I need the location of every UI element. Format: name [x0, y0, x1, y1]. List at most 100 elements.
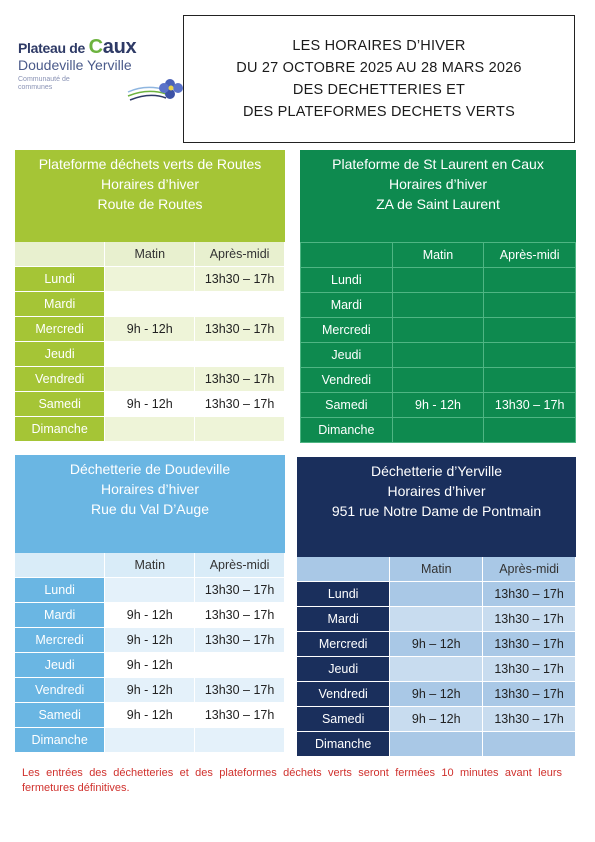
table-row: Jeudi: [300, 342, 576, 368]
morning-hours: 9h – 12h: [389, 631, 484, 657]
day-label: Dimanche: [15, 416, 106, 442]
table-row: Vendredi 9h - 12h 13h30 – 17h: [15, 677, 285, 703]
morning-hours: [104, 416, 196, 442]
morning-hours: [104, 577, 196, 603]
organization-logo: Plateau de Caux Doudeville Yerville Comm…: [18, 36, 183, 110]
table-row: Dimanche: [300, 417, 576, 443]
table-row: Jeudi: [15, 341, 285, 367]
day-label: Lundi: [15, 577, 106, 603]
table-row: Samedi 9h - 12h 13h30 – 17h: [15, 391, 285, 417]
table-row: Lundi 13h30 – 17h: [15, 577, 285, 603]
afternoon-hours: 13h30 – 17h: [482, 656, 576, 682]
day-label: Jeudi: [297, 656, 391, 682]
block-subtitle: Horaires d’hiver: [388, 176, 488, 192]
day-label: Mercredi: [15, 316, 106, 342]
logo-text-prefix: Plateau de: [18, 40, 86, 56]
block-address: Rue du Val D’Auge: [90, 501, 210, 517]
header-empty: [15, 242, 106, 267]
header-afternoon: Après-midi: [482, 557, 576, 582]
morning-hours: 9h - 12h: [104, 677, 196, 703]
day-label: Vendredi: [297, 681, 391, 707]
morning-hours: [391, 292, 485, 318]
block-header: Plateforme de St Laurent en Caux Horaire…: [300, 150, 576, 242]
block-name: Déchetterie de Doudeville: [69, 461, 231, 477]
afternoon-hours: 13h30 – 17h: [194, 577, 285, 603]
header-afternoon: Après-midi: [194, 242, 285, 267]
table-row: Jeudi 13h30 – 17h: [297, 656, 576, 682]
title-line-4: DES PLATEFORMES DECHETS VERTS: [243, 104, 515, 120]
block-name: Plateforme de St Laurent en Caux: [332, 156, 544, 172]
header-empty: [15, 553, 106, 578]
day-label: Vendredi: [300, 367, 393, 393]
afternoon-hours: 13h30 – 17h: [194, 702, 285, 728]
day-label: Mercredi: [15, 627, 106, 653]
morning-hours: [389, 581, 484, 607]
day-label: Samedi: [297, 706, 391, 732]
table-row: Mardi: [15, 291, 285, 317]
block-subtitle: Horaires d’hiver: [100, 176, 200, 192]
morning-hours: 9h - 12h: [104, 702, 196, 728]
table-row: Mardi 13h30 – 17h: [297, 606, 576, 632]
afternoon-hours: [194, 652, 285, 678]
afternoon-hours: [483, 417, 576, 443]
morning-hours: 9h - 12h: [104, 627, 196, 653]
table-header-row: Matin Après-midi: [15, 553, 285, 578]
afternoon-hours: [194, 291, 285, 317]
day-label: Mardi: [15, 602, 106, 628]
table-header-row: Matin Après-midi: [300, 242, 576, 268]
afternoon-hours: [483, 317, 576, 343]
afternoon-hours: [483, 342, 576, 368]
afternoon-hours: 13h30 – 17h: [194, 266, 285, 292]
logo-brand-rest: aux: [102, 36, 137, 58]
afternoon-hours: 13h30 – 17h: [482, 631, 576, 657]
table-row: Vendredi 9h – 12h 13h30 – 17h: [297, 681, 576, 707]
table-row: Mardi: [300, 292, 576, 318]
afternoon-hours: 13h30 – 17h: [483, 392, 576, 418]
table-row: Samedi 9h - 12h 13h30 – 17h: [15, 702, 285, 728]
morning-hours: [389, 606, 484, 632]
day-label: Jeudi: [15, 341, 106, 367]
day-label: Dimanche: [297, 731, 391, 757]
title-line-2: DU 27 OCTOBRE 2025 AU 28 MARS 2026: [236, 60, 522, 76]
table-row: Vendredi 13h30 – 17h: [15, 366, 285, 392]
morning-hours: [104, 341, 196, 367]
table-row: Lundi 13h30 – 17h: [15, 266, 285, 292]
day-label: Mercredi: [297, 631, 391, 657]
day-label: Samedi: [15, 391, 106, 417]
morning-hours: [391, 342, 485, 368]
table-row: Mercredi 9h - 12h 13h30 – 17h: [15, 316, 285, 342]
block-routes: Plateforme déchets verts de Routes Horai…: [15, 150, 285, 442]
day-label: Mardi: [297, 606, 391, 632]
afternoon-hours: 13h30 – 17h: [194, 602, 285, 628]
flower-icon: [127, 79, 183, 101]
block-address: Route de Routes: [97, 196, 203, 212]
morning-hours: 9h - 12h: [391, 392, 485, 418]
block-name: Déchetterie d’Yerville: [371, 463, 502, 479]
table-row: Mercredi 9h – 12h 13h30 – 17h: [297, 631, 576, 657]
morning-hours: 9h – 12h: [389, 706, 484, 732]
day-label: Mardi: [300, 292, 393, 318]
morning-hours: [104, 266, 196, 292]
afternoon-hours: 13h30 – 17h: [194, 627, 285, 653]
table-row: Samedi 9h – 12h 13h30 – 17h: [297, 706, 576, 732]
day-label: Samedi: [15, 702, 106, 728]
title-line-3: DES DECHETTERIES ET: [292, 82, 466, 98]
block-yerville: Déchetterie d’Yerville Horaires d’hiver …: [297, 457, 576, 757]
table-row: Jeudi 9h - 12h: [15, 652, 285, 678]
block-name: Plateforme déchets verts de Routes: [38, 156, 262, 172]
afternoon-hours: [483, 267, 576, 293]
afternoon-hours: [194, 416, 285, 442]
block-address: 951 rue Notre Dame de Pontmain: [331, 503, 542, 519]
afternoon-hours: [194, 727, 285, 753]
morning-hours: [104, 366, 196, 392]
afternoon-hours: 13h30 – 17h: [194, 391, 285, 417]
afternoon-hours: 13h30 – 17h: [194, 316, 285, 342]
day-label: Dimanche: [300, 417, 393, 443]
block-address: ZA de Saint Laurent: [376, 196, 500, 212]
schedule-table: Matin Après-midi Lundi 13h30 – 17h Mardi Merc…: [15, 242, 285, 442]
table-row: Samedi 9h - 12h 13h30 – 17h: [300, 392, 576, 418]
day-label: Vendredi: [15, 677, 106, 703]
header-morning: Matin: [391, 242, 485, 268]
table-row: Dimanche: [15, 727, 285, 753]
day-label: Samedi: [300, 392, 393, 418]
